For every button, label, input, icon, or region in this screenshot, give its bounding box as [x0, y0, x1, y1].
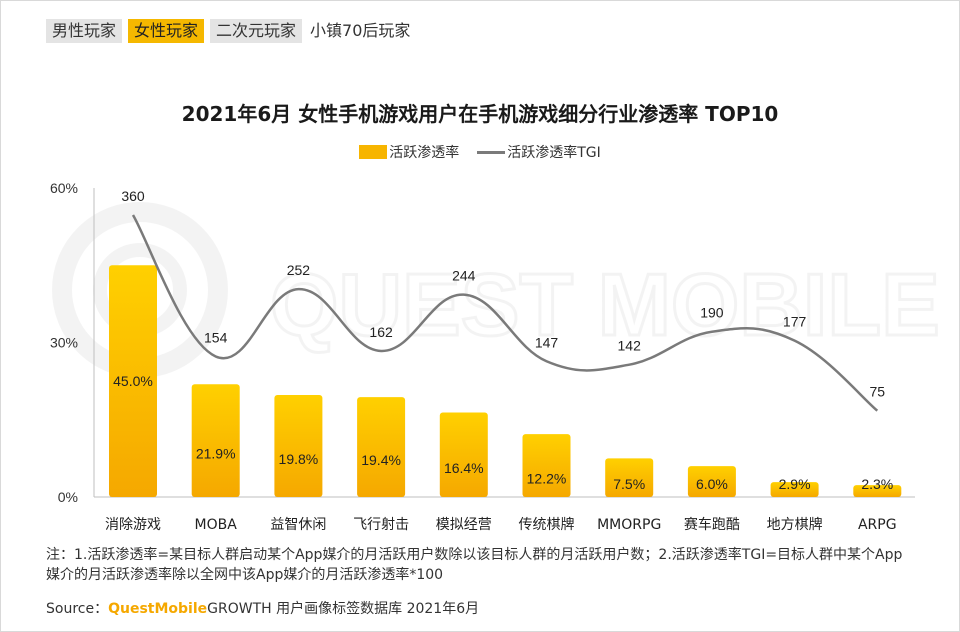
bar	[191, 384, 240, 497]
legend-line-swatch	[477, 150, 506, 154]
watermark: QUEST MOBILE	[52, 202, 941, 378]
y-tick-label: 60%	[50, 180, 78, 196]
x-tick-label: 益智休闲	[270, 517, 326, 533]
y-tick-label: 0%	[58, 489, 78, 505]
legend-bar-swatch	[359, 145, 388, 159]
tgi-value-label: 360	[121, 188, 145, 204]
x-tick-label: MOBA	[195, 517, 238, 533]
bar	[274, 395, 323, 497]
tgi-value-label: 244	[452, 268, 476, 284]
player-tabs: 男性玩家 女性玩家 二次元玩家 小镇70后玩家	[46, 19, 412, 43]
x-tick-label: 赛车跑酷	[684, 516, 740, 533]
bar	[522, 434, 571, 497]
bar-value-label: 2.3%	[861, 476, 893, 492]
source-prefix: Source：	[46, 601, 109, 617]
bar-value-label: 19.4%	[361, 452, 401, 468]
x-tick-label: 地方棋牌	[767, 516, 823, 533]
source-text: GROWTH 用户画像标签数据库 2021年6月	[207, 601, 480, 617]
chart-title: 2021年6月 女性手机游戏用户在手机游戏细分行业渗透率 TOP10	[181, 102, 779, 126]
legend-item-line: 活跃渗透率TGI	[477, 142, 601, 162]
tgi-value-label: 162	[369, 324, 393, 340]
tgi-value-label: 252	[287, 262, 311, 278]
tab-acg-players[interactable]: 二次元玩家	[210, 19, 303, 43]
bar	[109, 265, 157, 497]
legend-line-label: 活跃渗透率TGI	[507, 145, 601, 161]
tgi-value-label: 142	[618, 338, 642, 354]
bar-value-label: 21.9%	[196, 446, 236, 462]
footnote: 注：1.活跃渗透率=某目标人群启动某个App媒介的月活跃用户数除以该目标人群的月…	[46, 547, 903, 583]
x-tick-label: 传统棋牌	[519, 516, 575, 533]
bar	[439, 412, 488, 497]
bar-value-label: 12.2%	[527, 471, 567, 487]
tgi-value-label: 177	[783, 314, 807, 330]
bar	[687, 466, 736, 497]
bar	[770, 482, 819, 497]
bar	[357, 397, 406, 497]
tgi-value-label: 147	[535, 334, 559, 350]
x-tick-label: 消除游戏	[105, 517, 161, 533]
chart-legend: 活跃渗透率 活跃渗透率TGI	[0, 142, 960, 162]
bar-value-label: 2.9%	[779, 476, 811, 492]
tgi-line	[131, 214, 879, 412]
bar-value-label: 19.8%	[279, 451, 319, 467]
x-tick-label: 模拟经营	[436, 517, 492, 533]
bar-value-label: 16.4%	[444, 460, 484, 476]
source-line: Source：QuestMobileGROWTH 用户画像标签数据库 2021年…	[46, 598, 479, 618]
x-tick-label: 飞行射击	[353, 517, 409, 533]
bar-value-label: 45.0%	[113, 373, 153, 389]
legend-item-bar: 活跃渗透率	[359, 142, 459, 162]
source-brand: QuestMobile	[108, 601, 208, 617]
tab-female-players[interactable]: 女性玩家	[128, 19, 205, 43]
x-tick-label: MMORPG	[597, 517, 661, 533]
tgi-value-label: 154	[204, 329, 228, 345]
bar	[605, 458, 654, 497]
tab-male-players[interactable]: 男性玩家	[46, 19, 123, 43]
bar-value-label: 6.0%	[696, 476, 728, 492]
y-tick-label: 30%	[50, 335, 78, 351]
tgi-value-label: 190	[700, 305, 724, 321]
bar	[853, 485, 902, 497]
tab-small-town-70s-players[interactable]: 小镇70后玩家	[310, 21, 411, 40]
legend-bar-label: 活跃渗透率	[389, 145, 460, 161]
tgi-value-label: 75	[870, 384, 886, 400]
bar-value-label: 7.5%	[613, 476, 645, 492]
x-tick-label: ARPG	[858, 517, 897, 533]
watermark-text: QUEST MOBILE	[270, 255, 940, 354]
